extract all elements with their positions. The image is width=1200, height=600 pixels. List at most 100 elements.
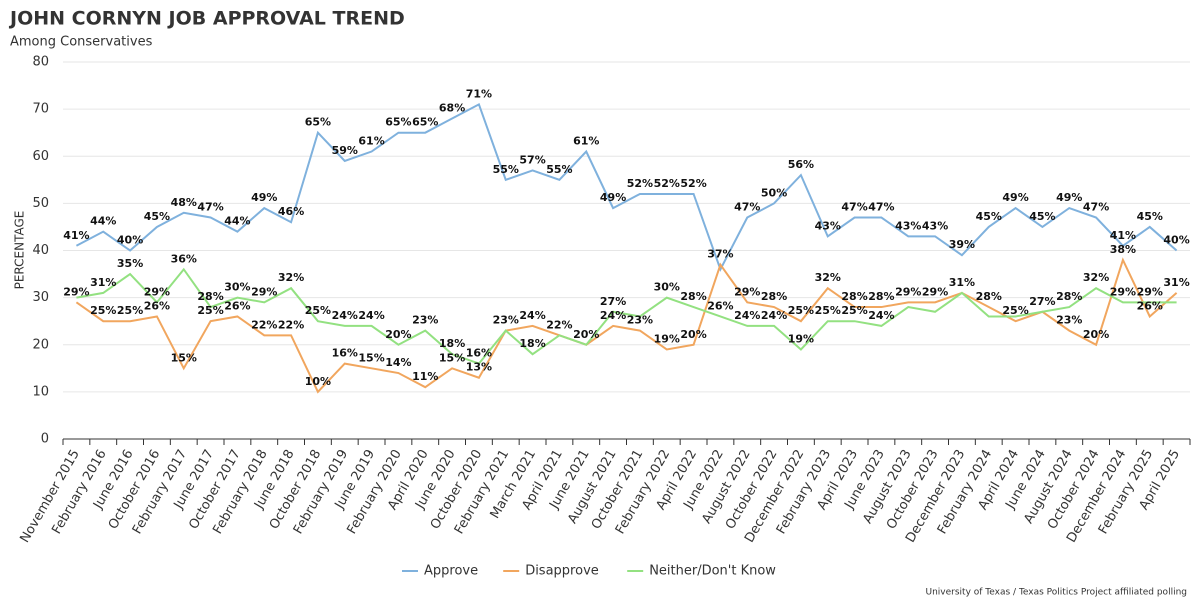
data-label: 43% [922, 219, 948, 232]
data-label: 29% [1137, 285, 1163, 298]
data-label: 59% [332, 144, 358, 157]
data-label: 28% [197, 290, 223, 303]
y-tick-label: 0 [41, 432, 49, 447]
data-label: 46% [278, 205, 304, 218]
data-label: 24% [761, 309, 787, 322]
data-label: 48% [171, 196, 197, 209]
data-label: 24% [519, 309, 545, 322]
data-label: 28% [1056, 290, 1082, 303]
data-label: 35% [117, 257, 143, 270]
data-label: 15% [171, 351, 197, 364]
data-label: 55% [493, 163, 519, 176]
data-label: 49% [1056, 191, 1082, 204]
data-label: 31% [1163, 276, 1189, 289]
data-label: 32% [1083, 271, 1109, 284]
data-label: 47% [197, 201, 223, 214]
data-label: 28% [841, 290, 867, 303]
data-label: 43% [895, 219, 921, 232]
data-label: 10% [305, 375, 331, 388]
data-label: 20% [573, 328, 599, 341]
data-label: 68% [439, 102, 465, 115]
data-label: 29% [1110, 285, 1136, 298]
data-label: 65% [412, 116, 438, 129]
legend-label: Disapprove [525, 564, 599, 579]
data-label: 52% [654, 177, 680, 190]
data-label: 13% [466, 361, 492, 374]
data-label: 29% [144, 285, 170, 298]
data-label: 29% [251, 285, 277, 298]
y-tick-label: 10 [32, 384, 49, 399]
y-tick-label: 80 [32, 55, 49, 70]
data-label: 47% [734, 201, 760, 214]
data-label: 47% [868, 201, 894, 214]
data-label: 20% [680, 328, 706, 341]
data-label: 56% [788, 158, 814, 171]
data-label: 23% [627, 314, 653, 327]
data-label: 55% [546, 163, 572, 176]
y-tick-label: 50 [32, 196, 49, 211]
data-label: 36% [171, 252, 197, 265]
data-label: 19% [788, 332, 814, 345]
data-label: 26% [224, 299, 250, 312]
data-label: 31% [949, 276, 975, 289]
data-label: 20% [385, 328, 411, 341]
data-label: 18% [439, 337, 465, 350]
data-label: 47% [841, 201, 867, 214]
data-label: 49% [1002, 191, 1028, 204]
chart-title: JOHN CORNYN JOB APPROVAL TREND [8, 8, 405, 30]
data-label: 20% [1083, 328, 1109, 341]
data-label: 25% [1002, 304, 1028, 317]
data-label: 30% [654, 281, 680, 294]
data-label: 49% [251, 191, 277, 204]
data-label: 45% [1137, 210, 1163, 223]
data-label: 45% [144, 210, 170, 223]
data-label: 45% [1029, 210, 1055, 223]
data-label: 37% [707, 248, 733, 261]
data-label: 61% [573, 135, 599, 148]
data-label: 38% [1110, 243, 1136, 256]
data-label: 45% [976, 210, 1002, 223]
data-label: 52% [627, 177, 653, 190]
series-line [76, 267, 1177, 365]
data-label: 32% [815, 271, 841, 284]
data-label: 16% [332, 347, 358, 360]
data-label: 25% [841, 304, 867, 317]
data-label: 47% [1083, 201, 1109, 214]
y-axis-label: PERCENTAGE [13, 211, 27, 290]
data-label: 25% [815, 304, 841, 317]
data-label: 30% [224, 281, 250, 294]
data-label: 41% [63, 229, 89, 242]
data-label: 49% [600, 191, 626, 204]
data-label: 25% [305, 304, 331, 317]
data-label: 28% [761, 290, 787, 303]
data-label: 26% [1137, 299, 1163, 312]
data-label: 22% [251, 318, 277, 331]
data-label: 65% [305, 116, 331, 129]
data-label: 22% [546, 318, 572, 331]
data-label: 25% [788, 304, 814, 317]
series-line [75, 257, 1178, 394]
data-label: 28% [976, 290, 1002, 303]
data-label: 65% [385, 116, 411, 129]
data-label: 44% [224, 215, 250, 228]
data-label: 26% [144, 299, 170, 312]
data-label: 24% [734, 309, 760, 322]
data-label: 27% [1029, 295, 1055, 308]
data-label: 40% [117, 234, 143, 247]
data-label: 19% [654, 332, 680, 345]
data-label: 29% [895, 285, 921, 298]
data-label: 50% [761, 186, 787, 199]
data-label: 25% [90, 304, 116, 317]
data-label: 32% [278, 271, 304, 284]
legend-label: Neither/Don't Know [649, 564, 776, 579]
data-label: 27% [600, 295, 626, 308]
data-label: 43% [815, 219, 841, 232]
data-label: 29% [922, 285, 948, 298]
data-label: 57% [519, 153, 545, 166]
data-label: 39% [949, 238, 975, 251]
data-label: 15% [439, 351, 465, 364]
data-label: 29% [63, 285, 89, 298]
series-line [75, 102, 1178, 272]
data-label: 26% [707, 299, 733, 312]
data-label: 23% [493, 314, 519, 327]
